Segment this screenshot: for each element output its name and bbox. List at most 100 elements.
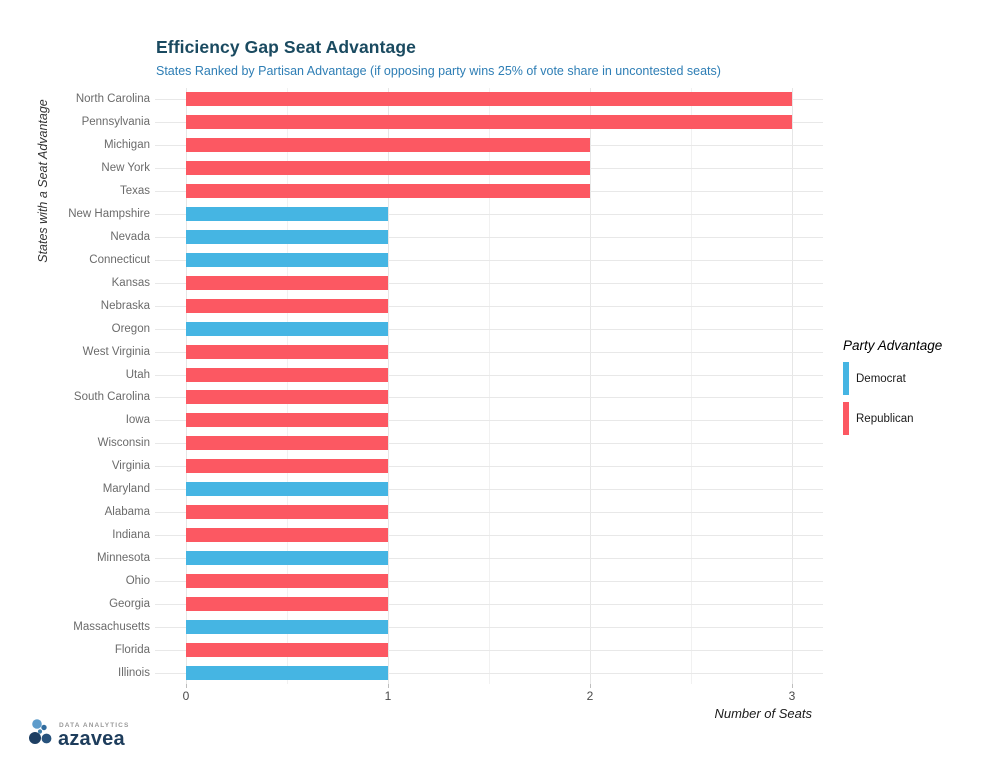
plot-panel: [155, 88, 823, 688]
bar-republican: [186, 642, 388, 657]
gridline-row: [155, 328, 823, 330]
azavea-logo: DATA ANALYTICS azavea: [28, 716, 168, 754]
y-tick-label: West Virginia: [82, 345, 150, 358]
y-tick-label: New York: [101, 162, 150, 175]
gridline-major: [186, 88, 187, 684]
bar-row: [155, 363, 823, 386]
bar-row: [155, 409, 823, 432]
y-tick-label: Florida: [114, 643, 150, 656]
y-tick-label: Nebraska: [100, 299, 150, 312]
gridline-minor: [489, 88, 490, 684]
y-tick-label: South Carolina: [73, 391, 150, 404]
y-tick-label: Michigan: [103, 139, 150, 152]
bar-republican: [186, 184, 590, 199]
gridline-row: [155, 236, 823, 238]
y-tick-label: Massachusetts: [73, 620, 150, 633]
legend-label: Republican: [856, 412, 914, 425]
gridline-row: [155, 282, 823, 284]
x-axis-tick-labels: 0 1 2 3: [0, 689, 1000, 703]
bar-republican: [186, 596, 388, 611]
bar-row: [155, 501, 823, 524]
y-tick-label: Wisconsin: [97, 437, 150, 450]
gridline-row: [155, 466, 823, 468]
bar-row: [155, 455, 823, 478]
bar-republican: [186, 527, 388, 542]
bar-republican: [186, 459, 388, 474]
azavea-logo-icon: [29, 719, 52, 744]
bar-democrat: [186, 229, 388, 244]
bar-row: [155, 317, 823, 340]
bar-row: [155, 661, 823, 684]
gridline-major: [388, 88, 389, 684]
y-tick-label: Indiana: [112, 528, 150, 541]
bar-republican: [186, 161, 590, 176]
bar-republican: [186, 115, 792, 130]
bar-row: [155, 524, 823, 547]
bar-row: [155, 386, 823, 409]
y-tick-label: Maryland: [102, 483, 150, 496]
bar-democrat: [186, 482, 388, 497]
y-tick-label: Iowa: [125, 414, 150, 427]
gridline-row: [155, 259, 823, 261]
x-tick-label: 1: [384, 689, 392, 703]
y-tick-label: North Carolina: [75, 93, 150, 106]
legend-title: Party Advantage: [843, 338, 943, 353]
bar-row: [155, 271, 823, 294]
bar-republican: [186, 138, 590, 153]
gridline-row: [155, 626, 823, 628]
bar-row: [155, 157, 823, 180]
legend: Party Advantage Democrat Republican: [843, 338, 942, 442]
bar-republican: [186, 92, 792, 107]
gridline-row: [155, 443, 823, 445]
bar-republican: [186, 436, 388, 451]
legend-item-democrat: Democrat: [843, 362, 942, 395]
gridline-row: [155, 603, 823, 605]
y-tick-label: Alabama: [104, 506, 150, 519]
y-tick-label: Utah: [125, 368, 150, 381]
gridline-row: [155, 351, 823, 353]
bar-row: [155, 615, 823, 638]
legend-item-republican: Republican: [843, 402, 942, 435]
gridline-row: [155, 512, 823, 514]
bar-row: [155, 592, 823, 615]
bar-democrat: [186, 252, 388, 267]
gridline-row: [155, 672, 823, 674]
gridline-row: [155, 374, 823, 376]
bar-row: [155, 638, 823, 661]
logo-brand: azavea: [58, 728, 125, 750]
gridline-row: [155, 534, 823, 536]
bar-democrat: [186, 619, 388, 634]
bar-republican: [186, 390, 388, 405]
y-axis-labels: North Carolina Pennsylvania Michigan New Yo…: [0, 88, 156, 684]
y-tick-label: Pennsylvania: [81, 116, 150, 129]
bar-row: [155, 226, 823, 249]
y-tick-label: Virginia: [111, 460, 150, 473]
gridline-row: [155, 214, 823, 216]
legend-label: Democrat: [856, 372, 906, 385]
gridline-minor: [287, 88, 288, 684]
x-tick-mark: [388, 684, 389, 688]
y-tick-label: Oregon: [111, 322, 150, 335]
y-tick-label: Illinois: [118, 666, 150, 679]
chart-subtitle: States Ranked by Partisan Advantage (if …: [156, 64, 721, 78]
bar-row: [155, 340, 823, 363]
bar-row: [155, 134, 823, 157]
legend-key-swatch: [843, 362, 849, 395]
bar-row: [155, 180, 823, 203]
bar-republican: [186, 298, 388, 313]
bar-row: [155, 569, 823, 592]
bar-republican: [186, 367, 388, 382]
x-tick-mark: [186, 684, 187, 688]
bar-democrat: [186, 550, 388, 565]
bar-republican: [186, 573, 388, 588]
bar-row: [155, 88, 823, 111]
gridline-row: [155, 557, 823, 559]
gridline-row: [155, 420, 823, 422]
bar-republican: [186, 413, 388, 428]
bar-row: [155, 478, 823, 501]
y-tick-label: Ohio: [125, 574, 150, 587]
bar-row: [155, 432, 823, 455]
bar-republican: [186, 344, 388, 359]
x-tick-mark: [590, 684, 591, 688]
